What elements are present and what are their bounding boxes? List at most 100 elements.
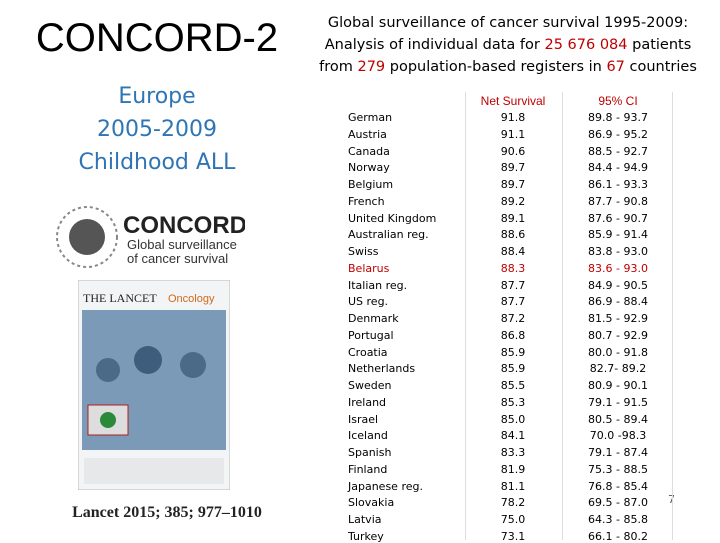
- row-name: Israel: [348, 412, 379, 426]
- confidence-interval: 86.1 - 93.3: [588, 178, 648, 191]
- net-survival: 91.8: [500, 111, 526, 124]
- net-survival: 85.3: [500, 395, 526, 409]
- logo-line: of cancer survival: [127, 251, 228, 266]
- cover-figure: [134, 346, 162, 374]
- logo-line: Global surveillance: [127, 237, 237, 252]
- confidence-interval: 83.8 - 93.0: [588, 245, 648, 258]
- cover-virus: [100, 412, 116, 428]
- confidence-interval: 83.6 - 93.0: [588, 261, 648, 275]
- column-line: [465, 92, 466, 540]
- row-name: Belarus: [348, 261, 390, 275]
- row-name: US reg.: [348, 295, 389, 309]
- header-text: Global surveillance of cancer survival 1…: [327, 15, 689, 31]
- confidence-interval: 81.5 - 92.9: [588, 312, 648, 325]
- net-survival: 78.2: [500, 496, 526, 510]
- row-name: Japanese reg.: [348, 479, 423, 493]
- slide-title: CONCORD-2: [35, 16, 279, 60]
- confidence-interval: 80.7 - 92.9: [588, 328, 648, 342]
- row-name: Canada: [348, 144, 390, 158]
- net-survival: 73.1: [500, 529, 526, 543]
- confidence-interval: 64.3 - 85.8: [588, 513, 648, 526]
- citation: Lancet 2015; 385; 977–1010: [72, 504, 262, 521]
- net-survival: 89.1: [500, 211, 526, 225]
- header-text: from: [319, 59, 358, 75]
- net-survival: 88.4: [500, 245, 526, 258]
- cover-figure: [96, 358, 120, 382]
- confidence-interval: 76.8 - 85.4: [588, 479, 648, 493]
- logo-globe: [56, 206, 118, 268]
- header-text: population-based registers in: [385, 59, 607, 75]
- logo: CONCORD Global surveillance of cancer su…: [56, 206, 245, 268]
- row-name: Spanish: [348, 446, 392, 459]
- cover-brand: THE LANCET: [83, 291, 157, 305]
- column-header: 95% CI: [598, 94, 638, 108]
- header-text: countries: [624, 59, 697, 75]
- header-text: 25 676 084: [544, 37, 628, 53]
- page-number: 7: [668, 493, 675, 506]
- row-name: Iceland: [348, 429, 388, 443]
- net-survival: 81.9: [500, 462, 526, 476]
- header-text: Analysis of individual data for: [324, 37, 545, 53]
- net-survival: 89.7: [500, 178, 526, 191]
- row-name: Portugal: [348, 328, 394, 342]
- net-survival: 85.9: [500, 362, 526, 376]
- net-survival: 83.3: [500, 446, 526, 459]
- logo-name: CONCORD: [123, 212, 245, 239]
- net-survival: 85.9: [500, 345, 526, 359]
- row-name: Austria: [348, 127, 387, 141]
- header-line: from 279 population-based registers in 6…: [296, 56, 720, 78]
- subtitle: Europe: [118, 84, 196, 109]
- row-name: Belgium: [348, 178, 394, 191]
- header-text: 279: [357, 59, 386, 75]
- header-line: Analysis of individual data for 25 676 0…: [296, 34, 720, 56]
- cover-footer: [84, 458, 224, 484]
- row-name: Croatia: [348, 345, 388, 359]
- header-line: Global surveillance of cancer survival 1…: [296, 12, 720, 34]
- net-survival: 86.8: [500, 328, 526, 342]
- net-survival: 85.0: [500, 412, 526, 426]
- net-survival: 85.5: [500, 379, 526, 392]
- confidence-interval: 86.9 - 95.2: [588, 127, 648, 141]
- row-name: Sweden: [348, 379, 392, 392]
- row-name: Ireland: [348, 395, 387, 409]
- row-name: Slovakia: [348, 496, 395, 510]
- row-name: Turkey: [348, 529, 384, 543]
- row-name: German: [348, 111, 393, 124]
- confidence-interval: 88.5 - 92.7: [588, 144, 648, 158]
- confidence-interval: 80.9 - 90.1: [588, 379, 648, 392]
- row-name: Latvia: [348, 513, 382, 526]
- confidence-interval: 70.0 -98.3: [589, 429, 647, 443]
- net-survival: 87.2: [500, 312, 526, 325]
- subtitle: 2005-2009: [97, 117, 217, 142]
- net-survival: 84.1: [500, 429, 526, 443]
- net-survival: 88.6: [500, 228, 526, 242]
- cover-title: Oncology: [168, 293, 215, 305]
- confidence-interval: 86.9 - 88.4: [588, 295, 648, 309]
- header-text: 67: [606, 59, 625, 75]
- net-survival: 75.0: [500, 513, 526, 526]
- header: Global surveillance of cancer survival 1…: [296, 12, 720, 78]
- subtitle: Childhood ALL: [78, 150, 236, 175]
- confidence-interval: 84.4 - 94.9: [588, 161, 648, 175]
- net-survival: 81.1: [500, 479, 526, 493]
- confidence-interval: 79.1 - 87.4: [588, 446, 648, 459]
- cover-figure: [180, 352, 206, 378]
- net-survival: 89.7: [500, 161, 526, 175]
- row-name: Finland: [348, 462, 388, 476]
- net-survival: 90.6: [500, 144, 526, 158]
- confidence-interval: 82.7- 89.2: [589, 362, 647, 376]
- net-survival: 88.3: [500, 261, 526, 275]
- column-line: [562, 92, 563, 540]
- column-header: Net Survival: [480, 94, 546, 108]
- confidence-interval: 69.5 - 87.0: [588, 496, 648, 510]
- confidence-interval: 87.6 - 90.7: [588, 211, 648, 225]
- confidence-interval: 80.0 - 91.8: [588, 345, 648, 359]
- row-name: French: [348, 194, 385, 208]
- confidence-interval: 66.1 - 80.2: [588, 529, 648, 543]
- confidence-interval: 84.9 - 90.5: [588, 278, 648, 292]
- row-name: Netherlands: [348, 362, 416, 376]
- row-name: Italian reg.: [348, 278, 408, 292]
- net-survival: 91.1: [500, 127, 526, 141]
- net-survival: 89.2: [500, 194, 526, 208]
